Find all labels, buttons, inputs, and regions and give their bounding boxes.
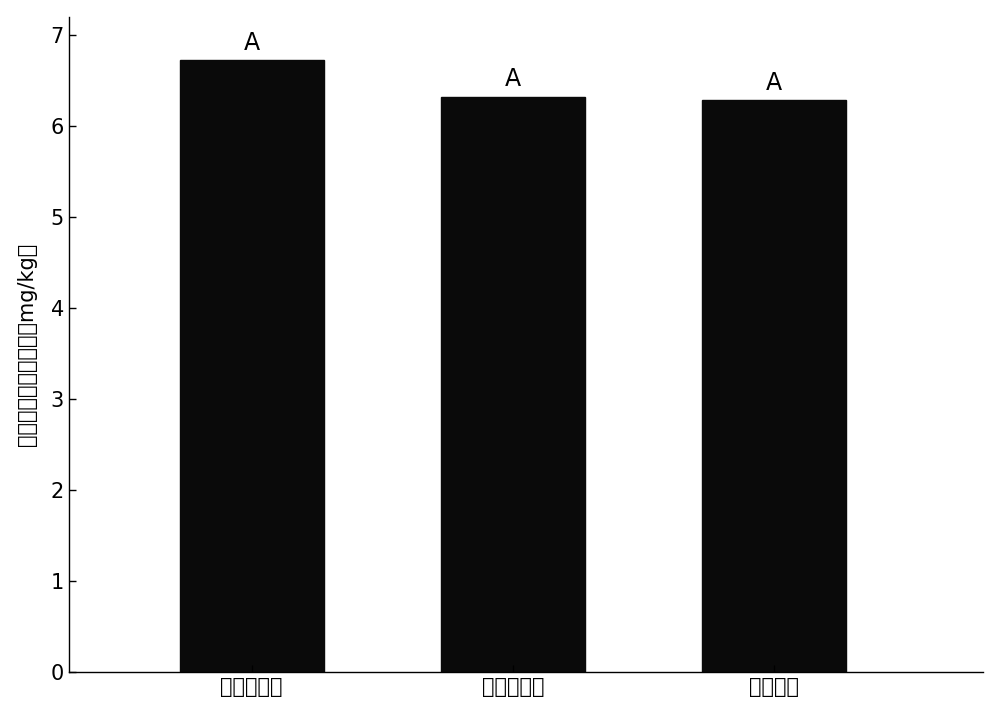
Bar <box>180 61 324 673</box>
Text: A: A <box>766 71 782 95</box>
Bar <box>441 97 585 673</box>
Text: A: A <box>505 67 521 91</box>
Bar <box>702 101 846 673</box>
Y-axis label: 向日葵地上部镄含量（mg/kg）: 向日葵地上部镄含量（mg/kg） <box>17 243 37 446</box>
Text: A: A <box>244 31 260 55</box>
